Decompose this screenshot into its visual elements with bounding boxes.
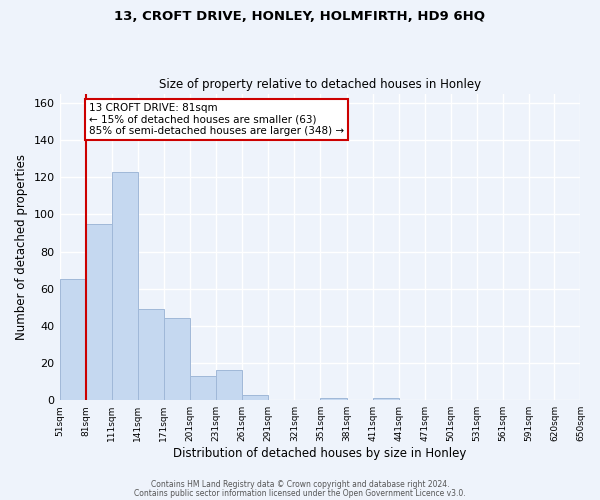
- Bar: [112, 172, 138, 400]
- Text: 13, CROFT DRIVE, HONLEY, HOLMFIRTH, HD9 6HQ: 13, CROFT DRIVE, HONLEY, HOLMFIRTH, HD9 …: [115, 10, 485, 23]
- Bar: [216, 370, 242, 400]
- Text: Contains HM Land Registry data © Crown copyright and database right 2024.: Contains HM Land Registry data © Crown c…: [151, 480, 449, 489]
- Bar: [59, 280, 86, 400]
- Bar: [242, 394, 268, 400]
- X-axis label: Distribution of detached houses by size in Honley: Distribution of detached houses by size …: [173, 447, 467, 460]
- Y-axis label: Number of detached properties: Number of detached properties: [15, 154, 28, 340]
- Bar: [86, 224, 112, 400]
- Bar: [164, 318, 190, 400]
- Bar: [320, 398, 347, 400]
- Text: 13 CROFT DRIVE: 81sqm
← 15% of detached houses are smaller (63)
85% of semi-deta: 13 CROFT DRIVE: 81sqm ← 15% of detached …: [89, 103, 344, 136]
- Bar: [138, 309, 164, 400]
- Title: Size of property relative to detached houses in Honley: Size of property relative to detached ho…: [159, 78, 481, 91]
- Text: Contains public sector information licensed under the Open Government Licence v3: Contains public sector information licen…: [134, 489, 466, 498]
- Bar: [190, 376, 216, 400]
- Bar: [373, 398, 399, 400]
